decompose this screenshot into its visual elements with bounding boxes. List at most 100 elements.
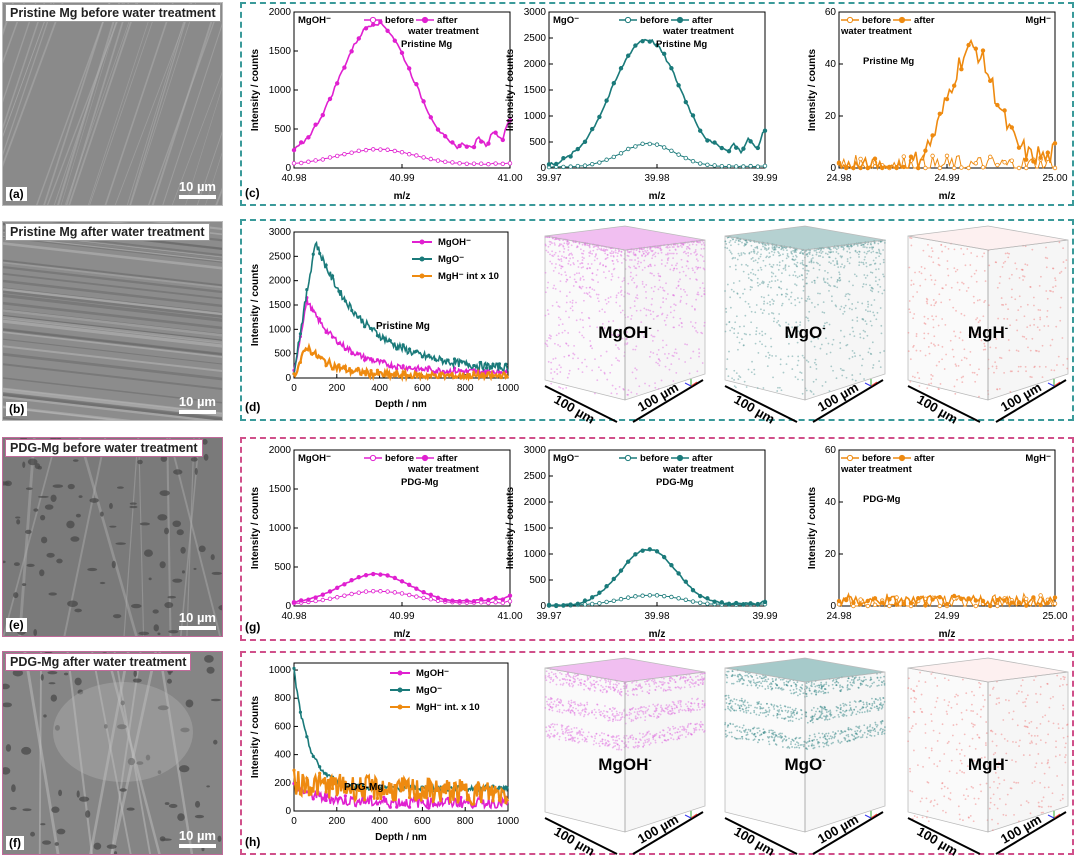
cube-point bbox=[806, 282, 808, 285]
cube-point bbox=[580, 703, 583, 706]
x-tick-label: 39.99 bbox=[752, 173, 777, 184]
cube-point bbox=[855, 713, 858, 716]
sem-scratch bbox=[3, 3, 37, 103]
cube-point bbox=[548, 729, 551, 732]
cube-point bbox=[725, 307, 727, 310]
data-point bbox=[471, 161, 477, 166]
cube-point bbox=[553, 371, 556, 373]
cube-point bbox=[703, 290, 706, 292]
x-tick-label: 200 bbox=[328, 383, 345, 394]
cube-point bbox=[923, 332, 926, 335]
cube-point bbox=[600, 354, 602, 357]
cube-point bbox=[668, 246, 671, 249]
sem-pit bbox=[50, 694, 58, 702]
cube-point bbox=[689, 722, 692, 725]
cube-point bbox=[984, 280, 987, 283]
x-tick-label: 200 bbox=[328, 816, 345, 827]
legend-label: after bbox=[692, 15, 713, 26]
cube-point bbox=[875, 698, 877, 701]
cube-point bbox=[625, 331, 628, 333]
cube-point bbox=[776, 709, 779, 712]
cube-point bbox=[781, 732, 783, 735]
sem-pit bbox=[11, 784, 16, 793]
cube-point bbox=[929, 274, 932, 277]
data-point bbox=[546, 162, 552, 167]
x-axis-label: m/z bbox=[394, 191, 411, 202]
sem-scratch bbox=[66, 652, 93, 854]
cube-point bbox=[856, 710, 859, 713]
cube-point bbox=[745, 333, 748, 336]
cube-point bbox=[1046, 310, 1049, 312]
cube-point bbox=[863, 251, 866, 254]
cube-point bbox=[829, 351, 832, 354]
legend-note: water treatment bbox=[662, 26, 735, 37]
cube-point bbox=[772, 376, 774, 379]
sem-pit bbox=[16, 519, 21, 525]
cube-point bbox=[969, 264, 972, 266]
cube-point bbox=[1001, 266, 1004, 268]
cube-point bbox=[1045, 246, 1047, 249]
cube-point bbox=[738, 280, 741, 282]
data-point bbox=[375, 368, 380, 372]
cube-point bbox=[736, 258, 739, 261]
cube-point bbox=[548, 725, 550, 727]
cube-point bbox=[818, 264, 821, 267]
cube-point bbox=[948, 298, 951, 301]
sem-scratch bbox=[3, 438, 58, 636]
cube-point bbox=[839, 367, 842, 370]
cube-point bbox=[849, 681, 852, 684]
cube-point bbox=[818, 745, 821, 748]
cube-point bbox=[657, 272, 660, 275]
cube-point bbox=[789, 719, 792, 722]
cube-point bbox=[603, 714, 606, 717]
cube-point bbox=[612, 252, 614, 255]
cube-label: MgOH- bbox=[598, 755, 651, 774]
cube-point bbox=[787, 681, 790, 684]
cube-point bbox=[677, 702, 680, 704]
cube-point bbox=[817, 303, 819, 306]
sem-scratch bbox=[68, 3, 139, 205]
cube-point bbox=[781, 746, 784, 748]
cube-point bbox=[609, 686, 612, 688]
cube-point bbox=[767, 706, 770, 709]
data-point bbox=[327, 589, 333, 594]
sem-pit bbox=[75, 513, 81, 518]
cube-point bbox=[768, 709, 771, 712]
cube-point bbox=[912, 317, 915, 320]
data-point bbox=[726, 163, 732, 169]
cube-point bbox=[652, 352, 655, 354]
cube-point bbox=[1016, 329, 1019, 332]
cube-point bbox=[593, 740, 596, 742]
cube-point bbox=[956, 281, 959, 284]
cube-point bbox=[923, 315, 926, 318]
cube-point bbox=[938, 360, 941, 363]
cube-point bbox=[1044, 365, 1047, 368]
cube-point bbox=[769, 301, 771, 303]
cube-point bbox=[1029, 285, 1032, 288]
cube-point bbox=[630, 712, 632, 715]
data-point bbox=[858, 165, 863, 171]
cube-point bbox=[669, 311, 672, 314]
cube-point bbox=[571, 739, 574, 742]
data-point bbox=[1009, 600, 1014, 605]
data-point bbox=[291, 600, 297, 605]
cube-point bbox=[588, 291, 591, 294]
cube-point bbox=[673, 712, 676, 715]
cube-point bbox=[800, 297, 803, 300]
cube-point bbox=[725, 698, 728, 700]
cube-point bbox=[757, 741, 759, 744]
cube-point bbox=[560, 366, 562, 369]
cube-point bbox=[766, 302, 769, 305]
data-point bbox=[611, 576, 616, 582]
cube-point bbox=[1033, 323, 1035, 326]
legend-label: MgH⁻ int x 10 bbox=[438, 271, 499, 282]
cube-point bbox=[605, 248, 608, 251]
data-point bbox=[305, 776, 309, 780]
cube-point bbox=[606, 715, 609, 717]
cube-point bbox=[753, 368, 756, 371]
cube-point bbox=[862, 337, 865, 340]
cube-point bbox=[863, 378, 865, 380]
cube-point bbox=[782, 371, 785, 374]
sem-pit bbox=[50, 494, 57, 503]
cube-point bbox=[589, 340, 592, 342]
